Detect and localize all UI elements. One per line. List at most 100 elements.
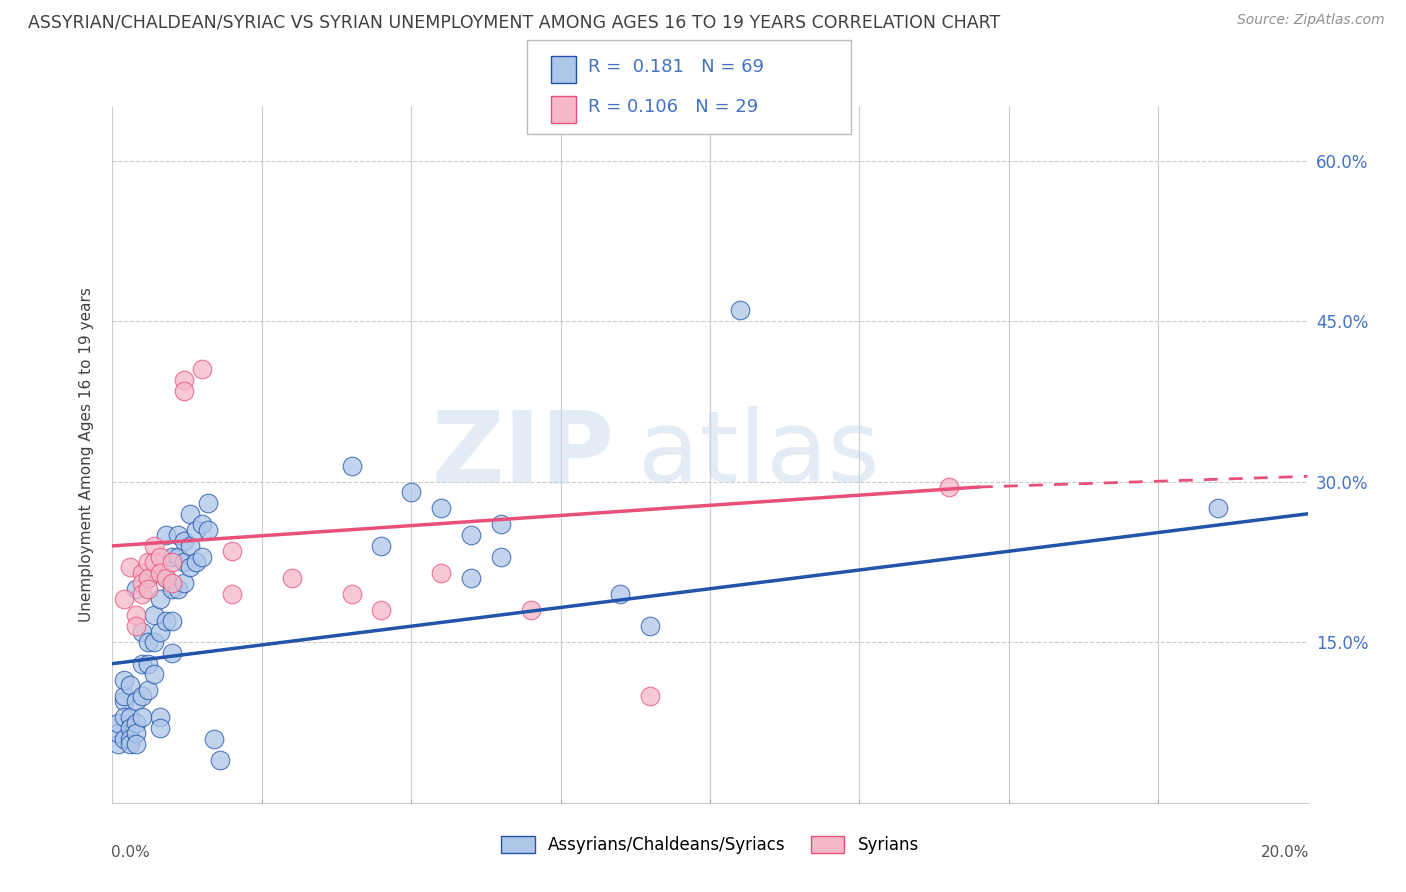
Point: [209, 753, 232, 767]
Point: [131, 710, 153, 724]
Point: [138, 635, 160, 649]
Point: [114, 694, 135, 708]
Text: Source: ZipAtlas.com: Source: ZipAtlas.com: [1237, 13, 1385, 28]
Point: [114, 731, 135, 746]
Point: [143, 608, 166, 623]
Point: [1206, 501, 1229, 516]
Point: [131, 689, 153, 703]
Point: [191, 362, 214, 376]
Point: [138, 657, 160, 671]
Point: [138, 571, 160, 585]
Point: [173, 555, 195, 569]
Point: [162, 549, 183, 564]
Point: [155, 571, 177, 585]
Point: [131, 657, 153, 671]
Point: [131, 624, 153, 639]
Text: 20.0%: 20.0%: [1260, 845, 1309, 860]
Point: [149, 592, 172, 607]
Point: [131, 566, 153, 580]
Point: [640, 619, 662, 633]
Point: [125, 694, 148, 708]
Point: [143, 555, 166, 569]
Point: [114, 710, 135, 724]
Point: [131, 576, 153, 591]
Point: [179, 539, 201, 553]
Point: [173, 384, 195, 398]
Point: [179, 560, 201, 574]
Point: [489, 517, 512, 532]
Point: [138, 555, 160, 569]
Text: R = 0.106   N = 29: R = 0.106 N = 29: [588, 98, 758, 116]
Point: [197, 523, 219, 537]
Point: [401, 485, 423, 500]
Point: [191, 517, 214, 532]
Point: [138, 582, 160, 596]
Point: [125, 619, 148, 633]
Point: [155, 528, 177, 542]
Point: [149, 721, 172, 735]
Point: [125, 582, 148, 596]
Point: [167, 582, 190, 596]
Point: [125, 608, 148, 623]
Point: [149, 710, 172, 724]
Point: [149, 624, 172, 639]
Point: [120, 721, 142, 735]
Text: R =  0.181   N = 69: R = 0.181 N = 69: [588, 59, 763, 77]
Text: ASSYRIAN/CHALDEAN/SYRIAC VS SYRIAN UNEMPLOYMENT AMONG AGES 16 TO 19 YEARS CORREL: ASSYRIAN/CHALDEAN/SYRIAC VS SYRIAN UNEMP…: [28, 13, 1001, 31]
Point: [114, 689, 135, 703]
Point: [221, 544, 243, 558]
Point: [162, 582, 183, 596]
Point: [340, 587, 363, 601]
Point: [202, 731, 225, 746]
Point: [191, 549, 214, 564]
Point: [173, 373, 195, 387]
Point: [155, 571, 177, 585]
Point: [460, 528, 482, 542]
Point: [167, 528, 190, 542]
Point: [120, 737, 142, 751]
Point: [167, 549, 190, 564]
Point: [138, 571, 160, 585]
Point: [430, 566, 453, 580]
Text: ZIP: ZIP: [432, 407, 614, 503]
Point: [107, 737, 129, 751]
Point: [186, 555, 208, 569]
Point: [107, 726, 129, 740]
Point: [179, 507, 201, 521]
Point: [162, 555, 183, 569]
Point: [489, 549, 512, 564]
Point: [609, 587, 631, 601]
Point: [143, 667, 166, 681]
Point: [149, 566, 172, 580]
Point: [186, 523, 208, 537]
Point: [340, 458, 363, 473]
Point: [138, 683, 160, 698]
Point: [155, 614, 177, 628]
Point: [281, 571, 304, 585]
Text: atlas: atlas: [638, 407, 880, 503]
Point: [430, 501, 453, 516]
Point: [460, 571, 482, 585]
Y-axis label: Unemployment Among Ages 16 to 19 years: Unemployment Among Ages 16 to 19 years: [79, 287, 94, 623]
Point: [197, 496, 219, 510]
Point: [162, 614, 183, 628]
Point: [143, 635, 166, 649]
Point: [938, 480, 960, 494]
Point: [107, 715, 129, 730]
Point: [131, 587, 153, 601]
Text: 0.0%: 0.0%: [111, 845, 150, 860]
Point: [173, 533, 195, 548]
Point: [162, 576, 183, 591]
Point: [173, 576, 195, 591]
Point: [125, 715, 148, 730]
Point: [120, 731, 142, 746]
Point: [120, 710, 142, 724]
Legend: Assyrians/Chaldeans/Syriacs, Syrians: Assyrians/Chaldeans/Syriacs, Syrians: [495, 829, 925, 861]
Point: [120, 560, 142, 574]
Point: [728, 303, 751, 318]
Point: [221, 587, 243, 601]
Point: [162, 646, 183, 660]
Point: [125, 726, 148, 740]
Point: [125, 737, 148, 751]
Point: [143, 539, 166, 553]
